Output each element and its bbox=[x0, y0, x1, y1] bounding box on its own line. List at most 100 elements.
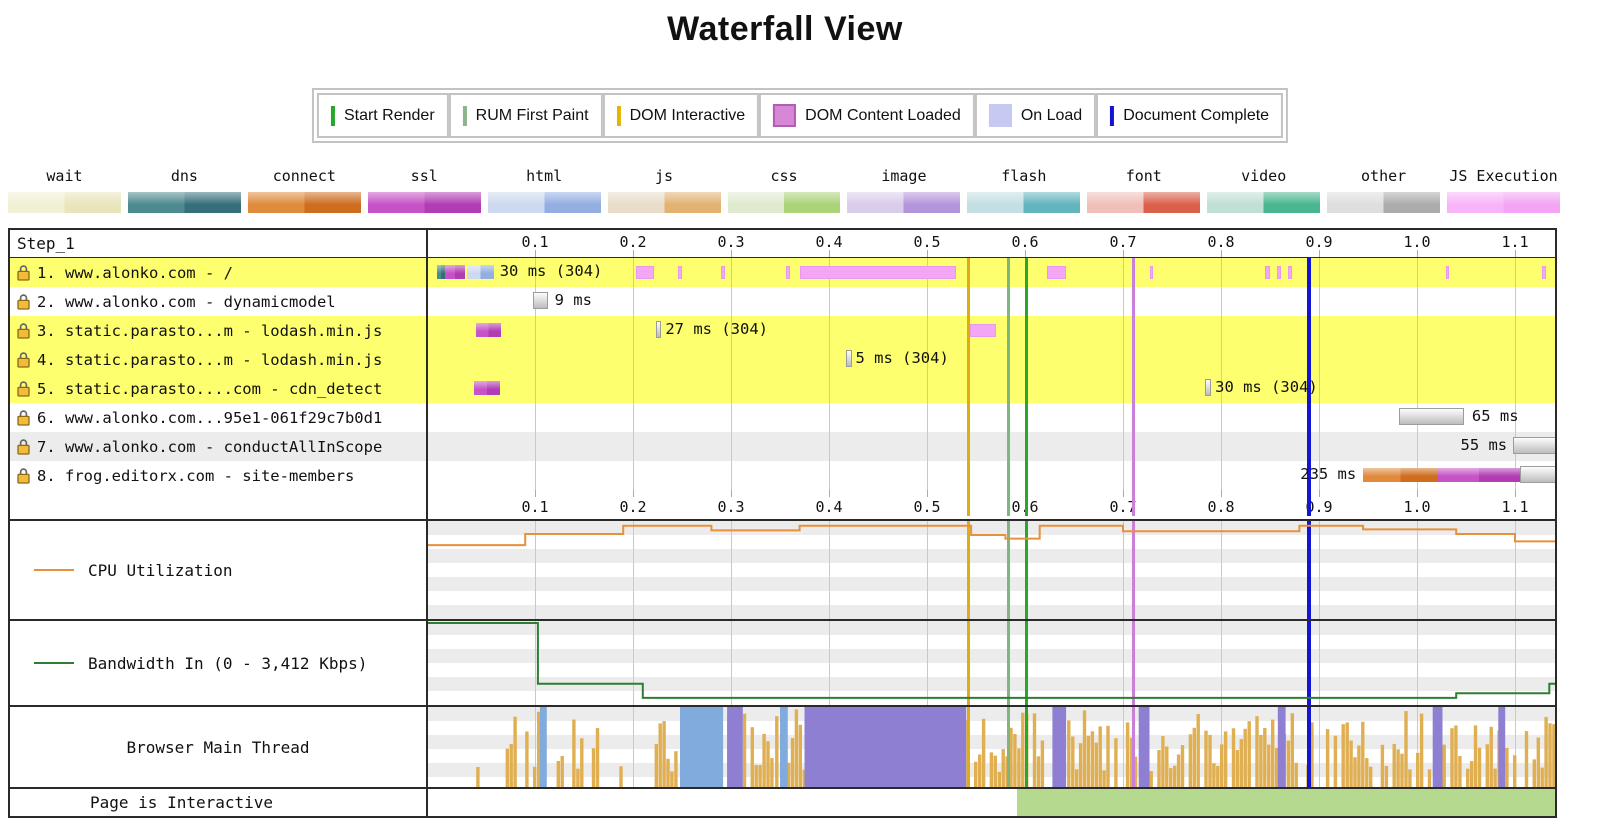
axis-tick bbox=[829, 250, 830, 257]
request-bar-strip: 30 ms (304) bbox=[428, 374, 1555, 403]
dom-content-loaded-marker bbox=[1132, 621, 1136, 705]
gray-segment-bar bbox=[1513, 437, 1555, 454]
marker-legend-item: On Load bbox=[974, 93, 1097, 138]
font-color-bar bbox=[1087, 192, 1201, 213]
request-bar-strip: 5 ms (304) bbox=[428, 345, 1555, 374]
time-axis-label: 0.6 bbox=[1011, 233, 1039, 251]
gray-segment-bar bbox=[1399, 408, 1465, 425]
row-background bbox=[10, 258, 1555, 287]
request-row-label[interactable]: 2. www.alonko.com - dynamicmodel bbox=[10, 287, 428, 316]
marker-legend-label: On Load bbox=[1020, 106, 1083, 124]
image-color-bar bbox=[847, 192, 961, 213]
request-row-label[interactable]: 5. static.parasto....com - cdn_detect bbox=[10, 374, 428, 403]
axis-tick bbox=[633, 250, 634, 257]
rum-first-paint-marker bbox=[1006, 621, 1010, 705]
document-complete-marker bbox=[1307, 707, 1312, 787]
request-bar-strip: 65 ms bbox=[428, 403, 1555, 432]
grid-line bbox=[1123, 521, 1124, 619]
js-color-bar bbox=[607, 192, 721, 213]
grid-line bbox=[731, 258, 732, 490]
axis-tick bbox=[1025, 250, 1026, 257]
interactive-section: Page is Interactive bbox=[8, 787, 1557, 818]
row-background bbox=[10, 345, 1555, 374]
marker-legend: Start Render RUM First Paint DOM Interacti… bbox=[311, 88, 1289, 143]
dom-interactive-marker bbox=[966, 707, 970, 787]
dom-content-loaded-marker bbox=[1132, 707, 1136, 787]
grid-line bbox=[1221, 521, 1222, 619]
request-bar-strip: 30 ms (304) bbox=[428, 258, 1555, 287]
grid-line bbox=[535, 521, 536, 619]
grid-line bbox=[1515, 707, 1516, 787]
gray-segment-bar bbox=[533, 292, 548, 309]
time-axis-label: 0.5 bbox=[913, 233, 941, 251]
resource-legend-label: wait bbox=[46, 167, 83, 185]
dom-content-loaded-marker bbox=[1132, 521, 1136, 619]
time-axis-label: 0.7 bbox=[1109, 233, 1137, 251]
axis-tick bbox=[1221, 490, 1222, 497]
grid-line bbox=[829, 258, 830, 490]
marker-legend-item: RUM First Paint bbox=[448, 93, 603, 138]
grid-line bbox=[1417, 258, 1418, 490]
interactive-chart bbox=[428, 789, 1555, 816]
cpu-label-col: CPU Utilization bbox=[10, 521, 428, 619]
document-complete-marker bbox=[1307, 521, 1312, 619]
js-execution-chunk bbox=[1542, 266, 1547, 279]
js-execution-color-bar bbox=[1447, 192, 1560, 213]
request-row-label[interactable]: 1. www.alonko.com - / bbox=[10, 258, 428, 287]
request-row-label[interactable]: 4. static.parasto...m - lodash.min.js bbox=[10, 345, 428, 374]
css-color-bar bbox=[727, 192, 841, 213]
start-render-marker bbox=[1025, 521, 1029, 619]
resource-legend-label: image bbox=[881, 167, 927, 185]
js-execution-chunk bbox=[1265, 266, 1270, 279]
axis-tick bbox=[633, 490, 634, 497]
request-url: 7. www.alonko.com - conductAllInScope bbox=[37, 437, 383, 456]
js-execution-chunk bbox=[785, 266, 790, 279]
time-axis-label: 0.3 bbox=[717, 498, 745, 516]
time-axis-label: 0.2 bbox=[619, 233, 647, 251]
js-execution-chunk bbox=[635, 266, 654, 279]
resource-legend-item: wait bbox=[8, 164, 121, 213]
grid-line bbox=[633, 258, 634, 490]
resource-legend-label: flash bbox=[1001, 167, 1047, 185]
video-color-bar bbox=[1207, 192, 1321, 213]
cpu-chart bbox=[428, 521, 1555, 619]
request-url: 6. www.alonko.com...95e1-061f29c7b0d1 bbox=[37, 408, 383, 427]
marker-legend-label: DOM Content Loaded bbox=[805, 106, 961, 124]
axis-tick bbox=[1515, 250, 1516, 257]
resource-legend-item: css bbox=[727, 164, 841, 213]
axis-tick bbox=[1515, 490, 1516, 497]
dom-interactive-marker bbox=[966, 521, 970, 619]
marker-legend-item: DOM Interactive bbox=[602, 93, 760, 138]
request-row-label[interactable]: 3. static.parasto...m - lodash.min.js bbox=[10, 316, 428, 345]
js-execution-chunk bbox=[970, 324, 996, 337]
start-render-marker bbox=[1025, 258, 1029, 516]
axis-tick bbox=[535, 250, 536, 257]
grid-line bbox=[1123, 621, 1124, 705]
grid-line bbox=[1417, 521, 1418, 619]
request-row-label[interactable]: 8. frog.editorx.com - site-members bbox=[10, 461, 428, 490]
wait-color-bar bbox=[8, 192, 121, 213]
lock-icon bbox=[17, 294, 30, 310]
grid-line bbox=[1515, 621, 1516, 705]
marker-legend-item: Start Render bbox=[316, 93, 449, 138]
request-row-label[interactable]: 7. www.alonko.com - conductAllInScope bbox=[10, 432, 428, 461]
resource-legend-item: video bbox=[1207, 164, 1321, 213]
request-annotation: 30 ms (304) bbox=[1215, 378, 1318, 396]
dom-interactive-marker bbox=[966, 621, 970, 705]
html-segment-bar bbox=[467, 265, 494, 279]
grid-line bbox=[1221, 258, 1222, 490]
main-thread-activity bbox=[476, 707, 1555, 787]
resource-legend-label: font bbox=[1125, 167, 1162, 185]
cpu-line-swatch bbox=[34, 569, 74, 571]
time-axis-label: 1.1 bbox=[1501, 233, 1529, 251]
request-bar-strip: 27 ms (304) bbox=[428, 316, 1555, 345]
resource-legend-item: other bbox=[1327, 164, 1441, 213]
step-line bbox=[428, 524, 1555, 547]
axis-tick bbox=[731, 250, 732, 257]
request-row-label[interactable]: 6. www.alonko.com...95e1-061f29c7b0d1 bbox=[10, 403, 428, 432]
row-background bbox=[10, 374, 1555, 403]
main-thread-chart bbox=[428, 707, 1555, 787]
time-axis-label: 0.8 bbox=[1207, 233, 1235, 251]
marker-legend-item: DOM Content Loaded bbox=[759, 93, 975, 138]
